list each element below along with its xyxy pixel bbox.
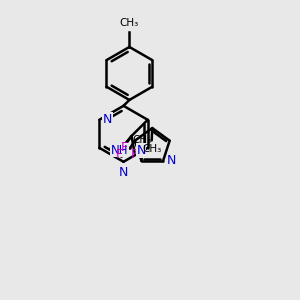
Text: N: N [136, 144, 146, 157]
Text: F: F [131, 148, 138, 161]
Text: CH₃: CH₃ [120, 18, 139, 28]
Text: CH₃: CH₃ [142, 144, 161, 154]
Text: N: N [167, 154, 176, 167]
Text: N: N [119, 166, 128, 179]
Text: N: N [103, 113, 112, 126]
Text: NH: NH [110, 144, 128, 157]
Text: F: F [121, 141, 128, 154]
Text: CH₃: CH₃ [133, 135, 152, 145]
Text: F: F [116, 148, 123, 161]
